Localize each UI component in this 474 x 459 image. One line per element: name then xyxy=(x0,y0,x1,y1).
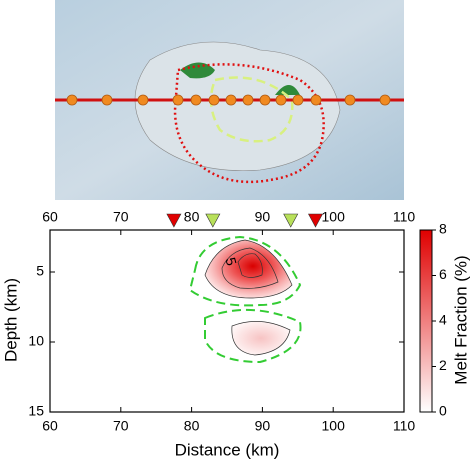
station-marker xyxy=(283,213,299,228)
x-tick-label: 70 xyxy=(113,209,129,225)
melt-region xyxy=(231,321,291,356)
x-tick-label: 90 xyxy=(255,209,271,225)
colorbar-title: Melt Fraction (%) xyxy=(451,255,470,384)
station-marker xyxy=(166,213,182,228)
x-axis-title: Distance (km) xyxy=(175,440,280,459)
y-tick-label: 15 xyxy=(28,403,44,419)
x-tick-label: 80 xyxy=(184,418,200,434)
volcano-area xyxy=(275,85,300,95)
contour-label: 5 xyxy=(223,256,241,268)
x-tick-label: 70 xyxy=(113,418,129,434)
station-marker xyxy=(205,213,221,228)
colorbar-tick-label: 8 xyxy=(439,221,447,237)
colorbar xyxy=(419,229,433,413)
colorbar-tick-label: 2 xyxy=(439,357,447,373)
contour-outline xyxy=(204,308,302,364)
melt-region xyxy=(204,239,293,299)
station-marker xyxy=(307,213,324,228)
colorbar-tick-label: 0 xyxy=(439,403,447,419)
map xyxy=(55,0,404,200)
plot-frame xyxy=(49,229,405,413)
x-tick-label: 60 xyxy=(42,209,58,225)
colorbar-tick-label: 6 xyxy=(439,266,447,282)
x-tick-label: 60 xyxy=(42,418,58,434)
outline xyxy=(209,76,294,143)
colorbar-tick-label: 4 xyxy=(439,312,447,328)
x-tick-label: 80 xyxy=(184,209,200,225)
plot: 5 xyxy=(188,235,302,364)
y-tick-label: 5 xyxy=(36,263,44,279)
x-tick-label: 100 xyxy=(322,418,346,434)
outline xyxy=(173,63,325,184)
contour-outline xyxy=(188,235,302,307)
x-tick-label: 110 xyxy=(393,418,416,434)
contour-line xyxy=(221,247,279,289)
y-tick-label: 10 xyxy=(28,333,44,349)
y-axis-title: Depth (km) xyxy=(1,278,20,362)
x-tick-label: 100 xyxy=(322,209,346,225)
stations xyxy=(66,94,391,106)
contour-line xyxy=(237,253,263,278)
x-tick-label: 110 xyxy=(393,209,416,225)
x-tick-label: 90 xyxy=(255,418,271,434)
